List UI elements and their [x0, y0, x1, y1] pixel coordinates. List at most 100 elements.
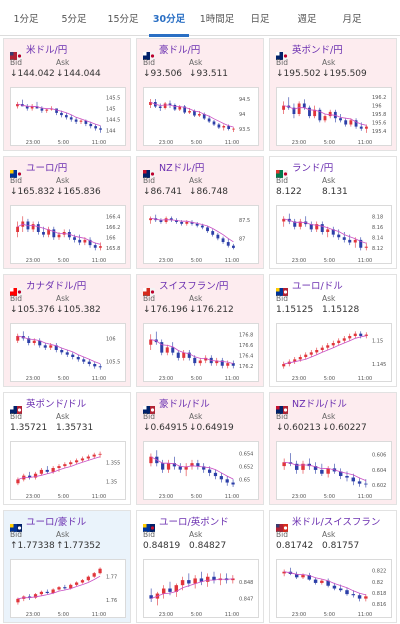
candle-body [315, 224, 319, 230]
y-tick-label: 93.5 [239, 127, 250, 133]
tab-monthly[interactable]: 月足 [342, 14, 362, 25]
ask-label: Ask [189, 412, 203, 421]
candle-body [202, 114, 206, 119]
pair-name[interactable]: 米ドル/スイスフラン [292, 517, 381, 528]
rate-card[interactable]: カナダドル/円 Bid Ask ↓105.376 ↓105.382 106 105.5 23:… [3, 274, 131, 387]
y-tick-label: 195.6 [372, 120, 386, 126]
candlestick-chart[interactable]: 0.822 0.82 0.818 0.816 23:00 5:00 11:00 [276, 559, 392, 618]
pair-name[interactable]: スイスフラン/円 [159, 281, 229, 292]
y-tick-label: 0.604 [372, 468, 386, 474]
candle-body [315, 350, 319, 353]
candlestick-chart[interactable]: 0.654 0.652 0.65 23:00 5:00 11:00 [143, 441, 259, 500]
ask-value: ↓165.836 [56, 187, 101, 197]
candle-body [342, 338, 346, 341]
ask-value: 8.131 [322, 187, 348, 197]
rate-card[interactable]: 米ドル/円 Bid Ask ↓144.042 ↓144.044 145.5 145 144.5… [3, 38, 131, 151]
pair-name[interactable]: 豪ドル/円 [159, 45, 201, 56]
rate-card[interactable]: 英ポンド/円 Bid Ask ↓195.502 ↓195.509 196.2 196 195.… [269, 38, 397, 151]
tab-1hour[interactable]: 1時間足 [199, 14, 235, 25]
candle-body [16, 336, 20, 341]
pair-name[interactable]: NZドル/円 [159, 163, 205, 174]
candle-body [80, 580, 85, 583]
tab-5min[interactable]: 5分足 [61, 14, 87, 25]
candle-body [217, 124, 221, 128]
x-tick-label: 23:00 [26, 376, 40, 382]
candle-body [195, 223, 199, 226]
bid-label: Bid [10, 294, 22, 303]
pair-name[interactable]: ユーロ/豪ドル [26, 517, 87, 528]
rate-card[interactable]: ランド/円 Bid Ask 8.122 8.131 8.18 8.16 8.14 8.12 23:… [269, 156, 397, 269]
candle-body [364, 596, 368, 599]
pair-name[interactable]: 英ポンド/円 [292, 45, 343, 56]
rate-card[interactable]: ユーロ/英ポンド Bid Ask 0.84819 0.84827 0.848 0.847 23… [136, 510, 264, 623]
candle-body [183, 106, 187, 113]
bid-value: ↑1.77338 [10, 541, 55, 551]
candlestick-chart[interactable]: 1.77 1.76 23:00 5:00 11:00 [10, 559, 126, 618]
candle-body [33, 594, 38, 598]
candlestick-chart[interactable]: 87.5 87 23:00 5:00 11:00 [143, 205, 259, 264]
candlestick-chart[interactable]: 196.2 196 195.8 195.6 195.4 23:00 5:00 11:00 [276, 87, 392, 146]
candle-body [193, 111, 196, 116]
y-tick-label: 0.652 [239, 464, 253, 470]
candle-body [39, 591, 44, 595]
candle-body [65, 352, 69, 355]
tab-30min[interactable]: 30分足 [147, 0, 191, 37]
rate-card[interactable]: 米ドル/スイスフラン Bid Ask 0.81742 0.81757 0.822 0.82 0… [269, 510, 397, 623]
rate-card[interactable]: ユーロ/豪ドル Bid Ask ↑1.77338 ↑1.77352 1.77 1.76 23:… [3, 510, 131, 623]
candlestick-chart[interactable]: 176.8 176.6 176.4 176.2 23:00 5:00 11:00 [143, 323, 259, 382]
rate-card[interactable]: ユーロ/ドル Bid Ask 1.15125 1.15128 1.15 1.145 23:00… [269, 274, 397, 387]
rate-card[interactable]: 豪ドル/円 Bid Ask ↓93.506 ↓93.511 94.5 94 93.5 23:00… [136, 38, 264, 151]
rate-card[interactable]: ユーロ/円 Bid Ask ↓165.832 ↓165.836 166.4 166.2 166… [3, 156, 131, 269]
candlestick-chart[interactable]: 0.606 0.604 0.602 23:00 5:00 11:00 [276, 441, 392, 500]
candlestick-chart[interactable]: 166.4 166.2 166 165.8 23:00 5:00 11:00 [10, 205, 126, 264]
rate-card[interactable]: NZドル/ドル Bid Ask ↓0.60213 ↓0.60227 0.606 0.604 0… [269, 392, 397, 505]
pair-name[interactable]: カナダドル/円 [26, 281, 87, 292]
candle-body [225, 479, 229, 483]
ask-value: ↑1.77352 [56, 541, 101, 551]
rate-card[interactable]: スイスフラン/円 Bid Ask ↓176.196 ↓176.212 176.8 176.6… [136, 274, 264, 387]
candlestick-chart[interactable]: 94.5 94 93.5 23:00 5:00 11:00 [143, 87, 259, 146]
y-tick-label: 0.848 [239, 580, 253, 586]
candlestick-chart[interactable]: 0.848 0.847 23:00 5:00 11:00 [143, 559, 259, 618]
candlestick-chart[interactable]: 8.18 8.16 8.14 8.12 23:00 5:00 11:00 [276, 205, 392, 264]
candle-body [354, 120, 358, 127]
candle-body [164, 218, 168, 222]
pair-name[interactable]: 米ドル/円 [26, 45, 68, 56]
candlestick-chart[interactable]: 1.15 1.145 23:00 5:00 11:00 [276, 323, 392, 382]
pair-name[interactable]: ランド/円 [292, 163, 334, 174]
tab-1min[interactable]: 1分足 [13, 14, 39, 25]
candlestick-chart[interactable]: 1.355 1.35 23:00 5:00 11:00 [10, 441, 126, 500]
tab-weekly[interactable]: 週足 [297, 14, 317, 25]
candlestick-chart[interactable]: 145.5 145 144.5 144 23:00 5:00 11:00 [10, 87, 126, 146]
pair-name[interactable]: ユーロ/英ポンド [159, 517, 229, 528]
y-tick-label: 166 [106, 235, 116, 241]
x-tick-label: 11:00 [225, 612, 239, 618]
tab-15min[interactable]: 15分足 [107, 14, 139, 25]
candle-body [292, 107, 296, 114]
tab-daily[interactable]: 日足 [250, 14, 270, 25]
bid-label: Bid [143, 176, 155, 185]
candle-body [313, 109, 317, 117]
rate-card[interactable]: 豪ドル/ドル Bid Ask ↓0.64915 ↓0.64919 0.654 0.652 0.… [136, 392, 264, 505]
y-tick-label: 176.6 [239, 343, 253, 349]
candle-body [364, 334, 368, 336]
candlestick-chart[interactable]: 106 105.5 23:00 5:00 11:00 [10, 323, 126, 382]
pair-name[interactable]: ユーロ/円 [26, 163, 68, 174]
pair-name[interactable]: 英ポンド/ドル [26, 399, 87, 410]
flag-icon [276, 517, 288, 532]
pair-name[interactable]: 豪ドル/ドル [159, 399, 210, 410]
moving-average-line [150, 101, 234, 128]
y-tick-label: 94.5 [239, 97, 250, 103]
x-tick-label: 5:00 [191, 140, 202, 146]
ask-label: Ask [322, 530, 336, 539]
ask-value: 1.35731 [56, 423, 94, 433]
pair-name[interactable]: ユーロ/ドル [292, 281, 343, 292]
rate-card[interactable]: NZドル/円 Bid Ask ↓86.741 ↓86.748 87.5 87 23:00 5:0… [136, 156, 264, 269]
rate-card[interactable]: 英ポンド/ドル Bid Ask 1.35721 1.35731 1.355 1.35 23:0… [3, 392, 131, 505]
candle-body [199, 578, 204, 582]
y-tick-label: 87 [239, 236, 245, 242]
candle-body [320, 347, 324, 350]
candle-body [221, 238, 225, 243]
pair-name[interactable]: NZドル/ドル [292, 399, 347, 410]
chart-svg: 106 105.5 23:00 5:00 11:00 [16, 331, 120, 382]
